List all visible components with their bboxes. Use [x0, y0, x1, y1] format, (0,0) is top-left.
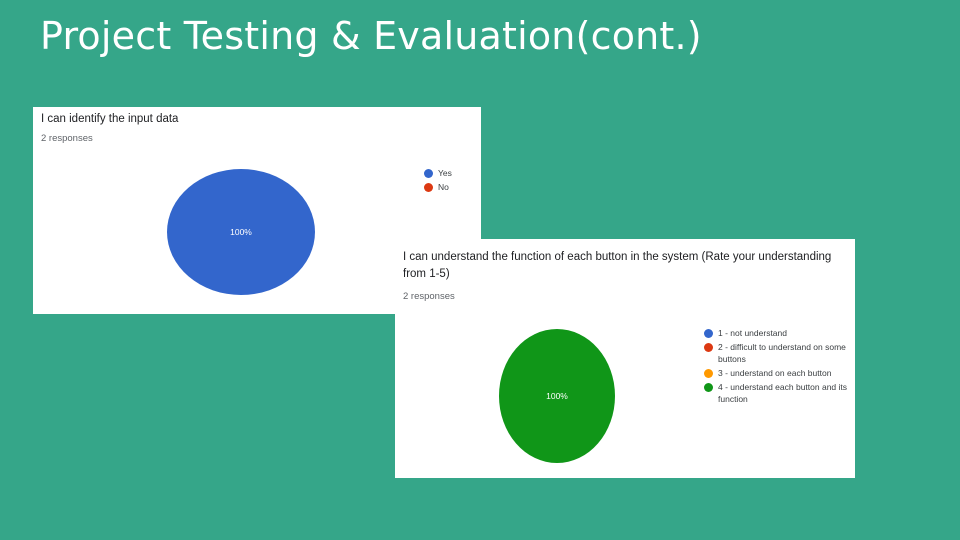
chart-panel-input-data: I can identify the input data 2 response… [33, 107, 481, 314]
chart-panel-button-understanding: I can understand the function of each bu… [395, 239, 855, 478]
legend-item: Yes [424, 167, 479, 179]
response-count: 2 responses [41, 133, 93, 144]
response-count: 2 responses [403, 291, 455, 302]
legend-item: No [424, 181, 479, 193]
chart-legend: Yes No [424, 167, 479, 195]
legend-label: No [438, 182, 449, 192]
legend-item: 4 - understand each button and its funct… [704, 381, 849, 405]
legend-swatch [704, 382, 713, 392]
legend-swatch [424, 168, 433, 178]
pie-chart: 100% [499, 329, 615, 463]
chart-title: I can understand the function of each bu… [403, 251, 832, 280]
pie-chart: 100% [167, 169, 315, 295]
pie-slice [499, 329, 615, 463]
slice-label: 100% [546, 391, 568, 401]
legend-label: 2 - difficult to understand on some butt… [718, 342, 846, 364]
chart-title: I can identify the input data [41, 113, 179, 125]
chart-legend: 1 - not understand 2 - difficult to under… [704, 327, 849, 407]
legend-swatch [424, 182, 433, 192]
legend-item: 2 - difficult to understand on some butt… [704, 341, 849, 365]
legend-swatch [704, 342, 713, 352]
legend-swatch [704, 328, 713, 338]
legend-label: 3 - understand on each button [718, 368, 832, 378]
legend-item: 1 - not understand [704, 327, 849, 339]
slice-label: 100% [230, 227, 252, 237]
legend-swatch [704, 368, 713, 378]
legend-label: Yes [438, 168, 452, 178]
legend-label: 4 - understand each button and its funct… [718, 382, 848, 404]
legend-item: 3 - understand on each button [704, 367, 849, 379]
legend-label: 1 - not understand [718, 328, 787, 338]
pie-slice [167, 169, 315, 295]
slide-title: Project Testing & Evaluation(cont.) [40, 14, 702, 58]
